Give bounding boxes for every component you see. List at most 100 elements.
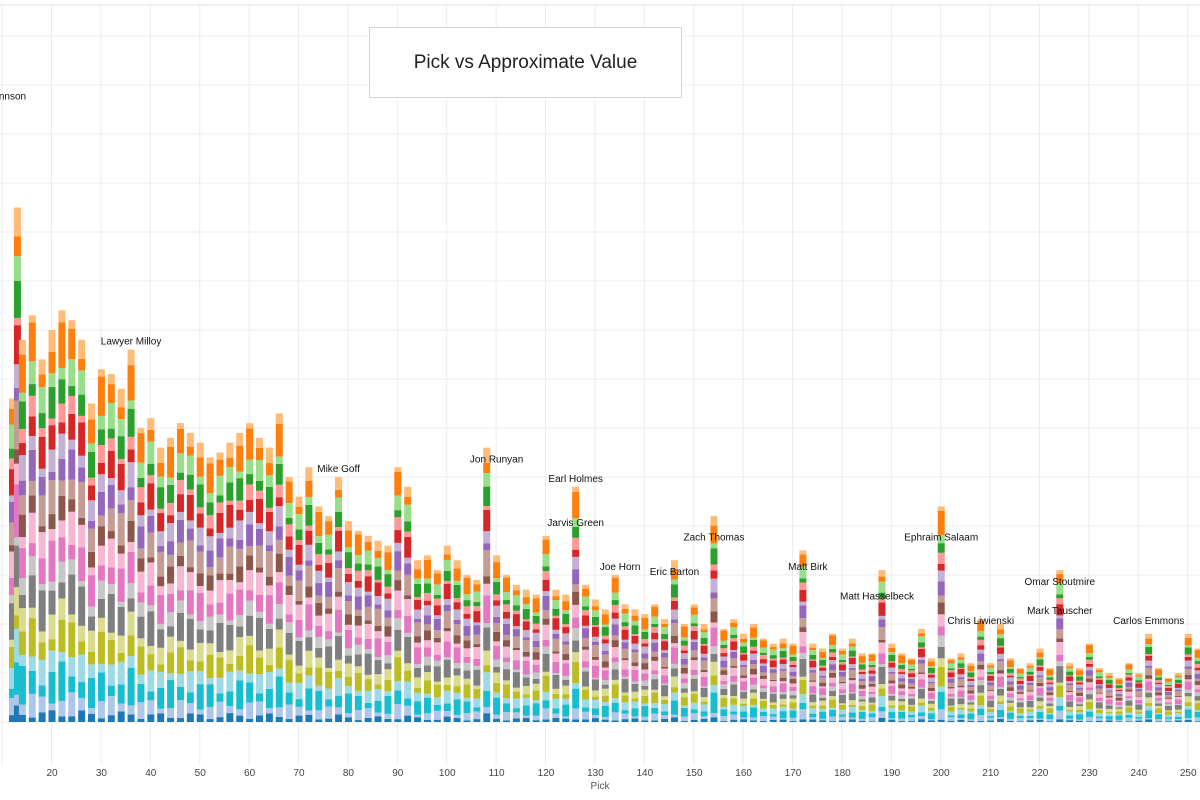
bar-segment <box>819 657 827 660</box>
bar-segment <box>503 698 510 704</box>
bar-segment <box>1026 715 1034 719</box>
bar-segment <box>750 698 757 705</box>
bar-segment <box>1155 669 1163 676</box>
bar-segment <box>147 654 155 671</box>
bar-segment <box>157 576 165 587</box>
bar-segment <box>690 660 698 670</box>
bar-segment <box>690 669 698 675</box>
player-annotation: Matt Hasselbeck <box>840 592 915 603</box>
bar-segment <box>147 611 155 646</box>
bar-segment <box>1016 680 1024 685</box>
bar-segment <box>927 658 935 662</box>
bar-segment <box>769 716 777 720</box>
bar-segment <box>483 486 491 506</box>
bar-segment <box>275 676 283 708</box>
bar-stack <box>256 437 263 722</box>
bar-segment <box>641 617 649 630</box>
bar-segment <box>18 392 26 402</box>
bar-stack <box>888 643 896 722</box>
bar-segment <box>374 712 382 717</box>
bar-segment <box>651 632 659 640</box>
bar-segment <box>206 706 214 720</box>
bar-segment <box>265 463 273 476</box>
bar-segment <box>404 681 412 699</box>
bar-segment <box>384 570 392 575</box>
bar-segment <box>651 703 659 709</box>
bar-segment <box>97 598 105 618</box>
bar-segment <box>848 683 856 693</box>
bar-segment <box>1105 684 1113 688</box>
bar-segment <box>740 705 748 712</box>
bar-segment <box>750 639 757 647</box>
bar-segment <box>433 615 441 619</box>
bar-segment <box>275 553 283 573</box>
bar-segment <box>305 565 313 587</box>
bar-segment <box>157 629 165 648</box>
bar-segment <box>1066 671 1074 676</box>
bar-segment <box>503 711 510 721</box>
bar-segment <box>463 635 471 641</box>
bar-segment <box>680 688 688 693</box>
bar-stack <box>1056 570 1064 722</box>
bar-segment <box>58 598 66 620</box>
bar-segment <box>216 459 224 476</box>
bar-segment <box>848 717 856 720</box>
bar-segment <box>117 513 125 546</box>
bar-segment <box>275 423 283 457</box>
bar-stack <box>621 604 629 722</box>
bar-segment <box>769 643 777 648</box>
bar-segment <box>1164 698 1172 703</box>
bar-segment <box>473 591 481 603</box>
bar-segment <box>917 687 925 689</box>
bar-segment <box>473 707 481 712</box>
bar-segment <box>1036 657 1044 660</box>
bar-segment <box>690 641 698 651</box>
bar-segment <box>1066 683 1074 686</box>
bar-segment <box>503 635 510 641</box>
x-tick-label: 100 <box>439 768 456 779</box>
bar-segment <box>730 634 738 639</box>
bar-segment <box>1135 720 1143 722</box>
bar-segment <box>1194 673 1200 679</box>
bar-segment <box>216 677 224 694</box>
bar-segment <box>414 687 422 693</box>
bar-segment <box>987 674 995 676</box>
bar-segment <box>246 459 254 475</box>
bar-segment <box>789 702 797 709</box>
bar-segment <box>829 677 837 683</box>
bar-segment <box>1135 704 1143 710</box>
bar-segment <box>621 658 629 661</box>
bar-segment <box>858 674 866 679</box>
bar-segment <box>987 699 995 701</box>
bar-segment <box>453 584 461 599</box>
bar-segment <box>908 704 916 707</box>
bar-segment <box>206 457 214 464</box>
bar-segment <box>1115 694 1123 696</box>
bar-segment <box>1145 655 1153 661</box>
bar-segment <box>690 678 698 692</box>
bar-segment <box>937 658 945 667</box>
bar-segment <box>97 463 105 475</box>
bar-segment <box>522 694 530 698</box>
bar-segment <box>88 443 96 452</box>
bar-segment <box>453 560 461 569</box>
bar-segment <box>927 674 935 678</box>
bar-segment <box>78 697 86 711</box>
bar-segment <box>730 711 738 715</box>
bar-segment <box>344 624 352 630</box>
bar-segment <box>631 666 639 670</box>
bar-segment <box>848 693 856 701</box>
bar-segment <box>275 618 283 630</box>
bar-segment <box>256 572 263 595</box>
bar-segment <box>987 708 995 713</box>
bar-segment <box>690 630 698 640</box>
bar-segment <box>127 400 135 409</box>
bar-segment <box>463 720 471 722</box>
bar-segment <box>315 595 323 603</box>
bar-segment <box>503 662 510 670</box>
bar-segment <box>829 635 837 646</box>
bar-segment <box>433 594 441 599</box>
bar-segment <box>858 718 866 721</box>
bar-segment <box>700 660 708 670</box>
bar-segment <box>38 413 46 429</box>
